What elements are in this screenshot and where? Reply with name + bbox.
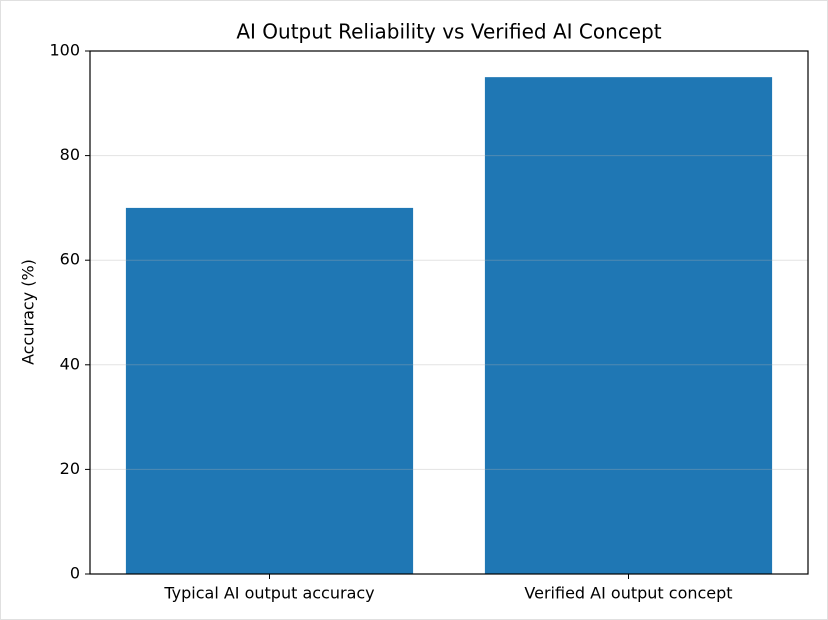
y-tick-label: 20	[60, 459, 80, 478]
y-tick-label: 40	[60, 354, 80, 373]
y-axis-label: Accuracy (%)	[19, 259, 38, 365]
y-tick-label: 80	[60, 145, 80, 164]
axes-frame	[89, 50, 809, 575]
bar	[484, 77, 773, 575]
y-tick-label: 100	[49, 41, 80, 60]
x-tick-label: Verified AI output concept	[524, 584, 732, 603]
bar	[125, 207, 414, 574]
x-tick-label: Typical AI output accuracy	[163, 584, 374, 603]
y-tick-label: 0	[70, 564, 80, 583]
chart-title: AI Output Reliability vs Verified AI Con…	[236, 20, 661, 44]
y-tick-label: 60	[60, 250, 80, 269]
